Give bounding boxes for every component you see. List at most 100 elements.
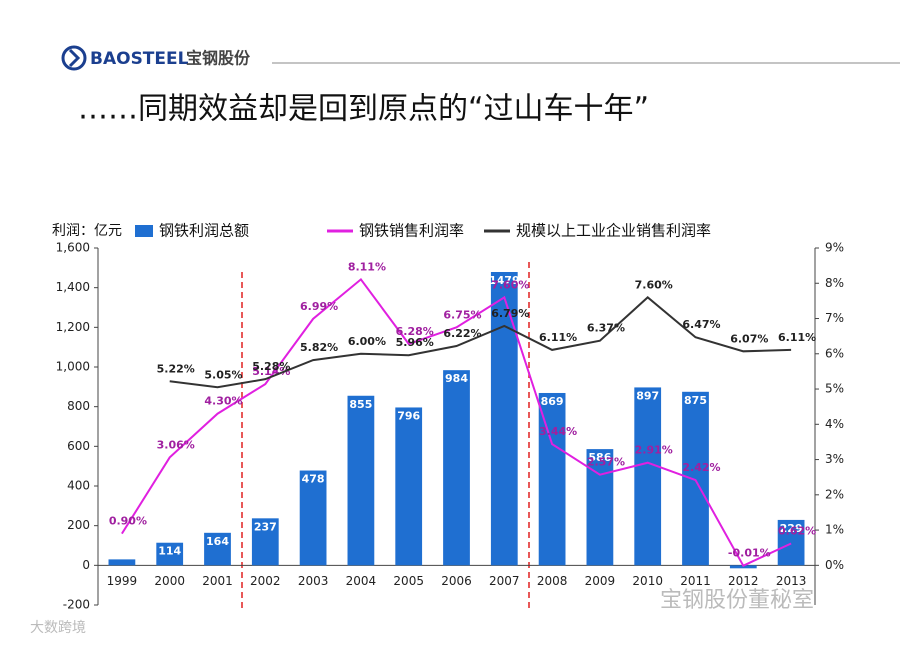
bar-label: 796 [397,409,420,422]
y-tick-label: 600 [67,439,90,453]
line-label: 6.99% [300,300,338,313]
y2-tick-label: 6% [825,346,844,360]
bar-label: 855 [349,398,372,411]
line-label: 7.60% [635,278,673,291]
bar-label: 164 [206,535,229,548]
y2-tick-label: 7% [825,311,844,325]
x-tick-label: 2001 [202,574,233,588]
y-label: 利润：亿元 [52,223,122,239]
y-tick-label: 1,600 [56,241,90,255]
x-tick-label: 2011 [680,574,711,588]
bar [347,395,375,566]
line-label: 6.07% [730,332,768,345]
x-tick-label: 2009 [585,574,616,588]
watermark: 大数跨境 [30,620,86,636]
y-tick-label: 200 [67,518,90,532]
y-tick-label: 400 [67,479,90,493]
bar [204,532,231,566]
legend-label: 钢铁销售利润率 [359,222,464,240]
bar [299,470,327,566]
bar [251,518,279,566]
line-label: 5.82% [300,341,338,354]
line-label: 6.37% [587,322,625,335]
line-label: 6.28% [396,325,434,338]
line-label: -0.01% [728,547,771,560]
x-tick-label: 2013 [776,574,807,588]
y-tick-label: 1,000 [56,360,90,374]
y-tick-label: 800 [67,399,90,413]
bar [443,370,470,566]
line-label: 2.91% [635,444,673,457]
bar [108,559,136,566]
x-tick-label: 2008 [537,574,568,588]
x-tick-label: 2004 [346,574,377,588]
y2-tick-label: 3% [825,452,844,466]
y2-tick-label: 9% [825,241,844,255]
bar-label: 897 [636,389,659,402]
y-tick-label: -200 [63,598,90,612]
y2-tick-label: 2% [825,487,844,501]
bar-label: 586 [588,451,611,464]
line-label: 6.22% [443,327,481,340]
y2-tick-label: 5% [825,382,844,396]
bar-label: 114 [158,545,181,558]
legend-swatch [135,225,153,237]
line-label: 5.22% [157,362,195,375]
brand: BAOSTEEL [90,49,189,69]
line [121,277,792,567]
bar [634,387,662,566]
line [169,296,792,389]
chart-title: ……同期效益却是回到原点的“过山车十年” [78,92,649,127]
x-tick-label: 2012 [728,574,759,588]
y2-tick-label: 0% [825,558,844,572]
brand-cn: 宝钢股份 [186,49,251,68]
y-tick-label: 0 [82,558,90,572]
line-label: 4.30% [204,395,242,408]
x-tick-label: 2003 [298,574,329,588]
x-tick-label: 2006 [441,574,472,588]
bar-label: 1479 [489,274,520,287]
bar-label: 237 [254,520,277,533]
line-label: 5.05% [204,368,242,381]
line-label: 5.14% [252,365,290,378]
x-tick-label: 1999 [107,574,138,588]
x-tick-label: 2005 [393,574,424,588]
bar [777,519,805,566]
line-label: 7.60% [491,278,529,291]
line-label: 2.57% [587,456,625,469]
y2-tick-label: 8% [825,276,844,290]
x-tick-label: 2007 [489,574,520,588]
line-label: 5.96% [396,336,434,349]
bar [682,391,709,566]
x-tick-label: 2000 [154,574,185,588]
bar [395,407,423,566]
logo-icon [61,45,87,71]
y-tick-label: 1,400 [56,280,90,294]
bar [729,565,757,569]
logo [61,45,87,71]
line-label: 5.28% [252,360,290,373]
line-label: 6.47% [682,318,720,331]
line-label: 2.42% [682,461,720,474]
y2-tick-label: 1% [825,523,844,537]
bar-label: 984 [445,372,468,385]
bar [490,271,518,566]
line-label: 0.90% [109,515,147,528]
legend-label: 规模以上工业企业销售利润率 [516,222,711,240]
bar-label: 869 [541,395,564,408]
logo-mark [68,48,81,68]
line-label: 6.11% [539,331,577,344]
line-label: 0.62% [778,524,816,537]
bar-label: 875 [684,394,707,407]
line-label: 6.11% [778,331,816,344]
line-label: 6.79% [491,307,529,320]
bar [538,392,566,566]
line-label: 8.11% [348,260,386,273]
line-label: 6.75% [443,308,481,321]
watermark: 宝钢股份董秘室 [660,588,814,613]
line-label: 3.44% [539,425,577,438]
y-tick-label: 1,200 [56,320,90,334]
legend-label: 钢铁利润总额 [159,222,249,240]
bar-label: 478 [302,473,325,486]
